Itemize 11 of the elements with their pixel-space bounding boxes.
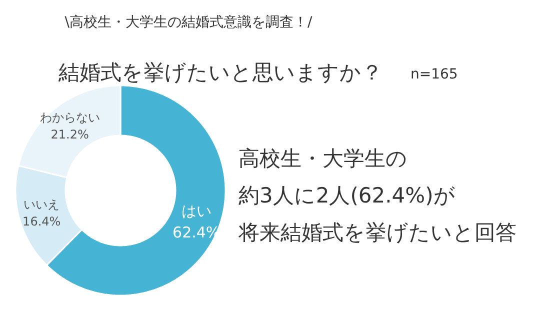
slice-label: はい bbox=[181, 202, 212, 220]
text: 高校生・大学生の bbox=[238, 146, 408, 170]
chart-title: 結婚式を挙げたいと思いますか？ bbox=[58, 60, 382, 84]
text: 約3人に2人(62.4%)が bbox=[238, 184, 456, 208]
text: 将来結婚式を挙げたいと回答 bbox=[238, 220, 516, 244]
data-label: 21.2% bbox=[50, 127, 89, 142]
text: n=165 bbox=[410, 66, 458, 82]
data-label: 16.4% bbox=[22, 214, 61, 228]
slice-label: わからない bbox=[40, 110, 100, 125]
slice-label: いいえ bbox=[24, 197, 60, 212]
chart-subtitle: \高校生・大学生の結婚式意識を調査！/ bbox=[64, 14, 312, 30]
